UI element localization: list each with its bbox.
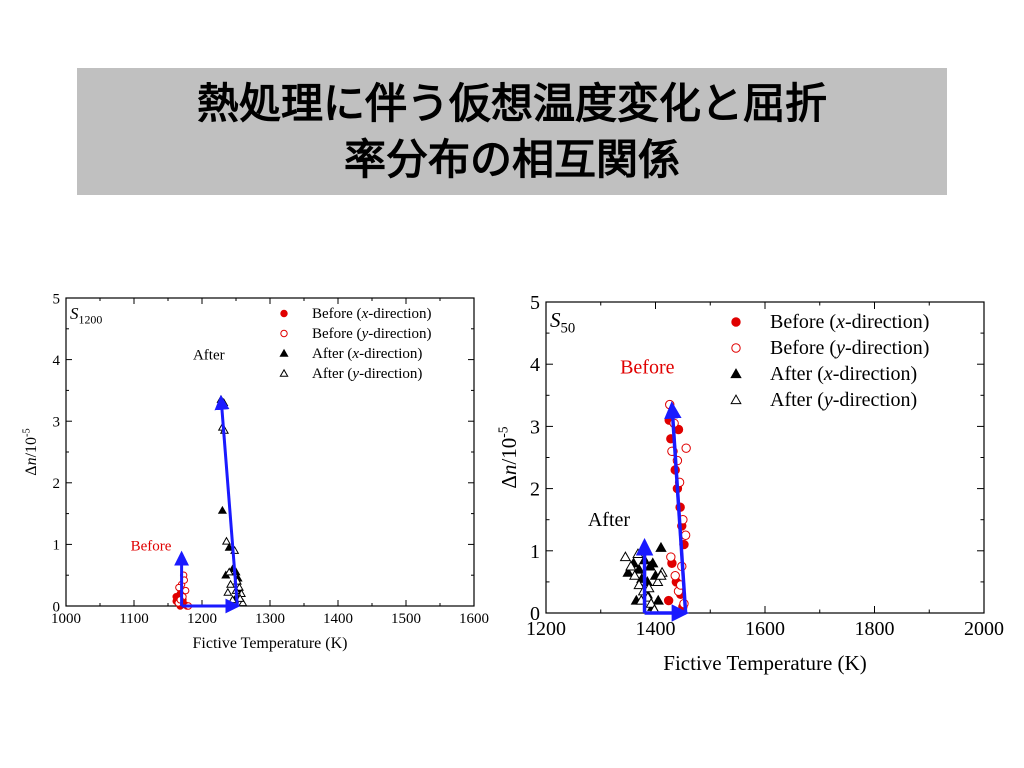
y-tick-label: 0 xyxy=(530,603,540,625)
legend-marker xyxy=(280,329,288,338)
x-tick-label: 1400 xyxy=(636,618,676,640)
y-tick-label: 1 xyxy=(530,541,540,563)
y-tick-label: 4 xyxy=(530,354,540,376)
data-point xyxy=(625,560,637,571)
data-point xyxy=(643,582,655,593)
data-point xyxy=(633,579,645,590)
x-axis-label: Fictive Temperature (K) xyxy=(193,635,348,652)
plot-frame xyxy=(65,297,475,607)
legend-marker xyxy=(731,343,741,353)
legend-entry: After (y-direction) xyxy=(770,389,917,411)
x-tick-label: 2000 xyxy=(964,618,1004,640)
legend-marker xyxy=(279,348,289,357)
data-point xyxy=(629,569,641,580)
legend-marker xyxy=(730,368,742,379)
x-tick-label: 1300 xyxy=(255,611,285,627)
data-point xyxy=(632,548,644,559)
y-tick-label: 4 xyxy=(53,353,61,369)
data-point xyxy=(651,576,664,587)
data-point xyxy=(681,443,691,453)
data-point xyxy=(226,579,236,588)
data-point xyxy=(181,586,190,595)
annotation-label: Before xyxy=(131,539,172,555)
y-tick-label: 1 xyxy=(53,538,61,554)
data-point xyxy=(217,505,227,514)
data-point xyxy=(224,567,234,576)
y-tick-label: 5 xyxy=(53,291,61,307)
data-point xyxy=(645,597,657,608)
y-axis-label: Δn/10-5 xyxy=(496,426,521,488)
x-tick-label: 1400 xyxy=(323,611,353,627)
x-tick-label: 1600 xyxy=(745,618,785,640)
panel-label: S1200 xyxy=(70,304,102,326)
x-tick-label: 1800 xyxy=(855,618,895,640)
annotation-label: After xyxy=(193,348,225,364)
x-tick-label: 1200 xyxy=(526,618,566,640)
x-tick-label: 1000 xyxy=(51,611,81,627)
data-point xyxy=(680,530,691,540)
y-axis-label: Δn/10-5 xyxy=(22,428,40,475)
data-point xyxy=(619,551,632,562)
legend-entry: After (x-direction) xyxy=(312,346,422,362)
chart-panel-s1200: 1000 1100 1200 1300 1400 1500 1600 0 1 2 3 4 5 Fictiv… xyxy=(22,291,489,652)
legend-entry: After (y-direction) xyxy=(312,366,422,382)
annotation-label: After xyxy=(588,509,631,531)
title-box: 熱処理に伴う仮想温度変化と屈折 率分布の相互関係 xyxy=(77,68,947,195)
legend-marker xyxy=(279,368,289,377)
annotation-label: Before xyxy=(620,357,675,379)
y-tick-label: 3 xyxy=(530,416,540,438)
data-point xyxy=(223,587,233,596)
x-axis-label: Fictive Temperature (K) xyxy=(663,651,866,675)
y-tick-label: 3 xyxy=(53,414,61,430)
chart-panel-s50: 1200 1400 1600 1800 2000 0 1 2 3 4 5 Fictive Temper… xyxy=(496,292,1004,675)
legend-marker xyxy=(730,394,742,405)
slide-title: 熱処理に伴う仮想温度変化と屈折 率分布の相互関係 xyxy=(196,78,827,184)
data-point xyxy=(666,552,676,562)
data-point xyxy=(221,536,232,545)
y-tick-label: 2 xyxy=(53,476,61,492)
data-point xyxy=(663,595,674,606)
data-point xyxy=(647,557,659,568)
legend-entry: Before (y-direction) xyxy=(312,326,432,342)
x-tick-label: 1500 xyxy=(391,611,421,627)
data-point xyxy=(622,566,634,577)
trend-arrow xyxy=(214,394,239,607)
data-point xyxy=(655,541,667,552)
y-tick-label: 0 xyxy=(53,599,61,615)
legend-marker xyxy=(731,317,741,327)
data-point xyxy=(655,569,667,580)
data-point xyxy=(633,563,645,574)
data-point xyxy=(224,542,234,551)
panel-label: S50 xyxy=(550,308,575,336)
data-point xyxy=(652,594,664,605)
x-tick-label: 1100 xyxy=(119,611,148,627)
legend-marker xyxy=(280,309,288,318)
legend-entry: Before (y-direction) xyxy=(770,337,929,359)
legend-entry: Before (x-direction) xyxy=(312,306,432,322)
y-tick-label: 5 xyxy=(530,292,540,314)
legend-entry: Before (x-direction) xyxy=(770,311,929,333)
x-tick-label: 1200 xyxy=(187,611,217,627)
y-tick-label: 2 xyxy=(530,479,540,501)
data-point xyxy=(670,570,680,581)
data-point xyxy=(238,598,248,607)
legend-entry: After (x-direction) xyxy=(770,363,917,385)
trend-arrow xyxy=(664,401,688,614)
x-tick-label: 1600 xyxy=(459,611,489,627)
